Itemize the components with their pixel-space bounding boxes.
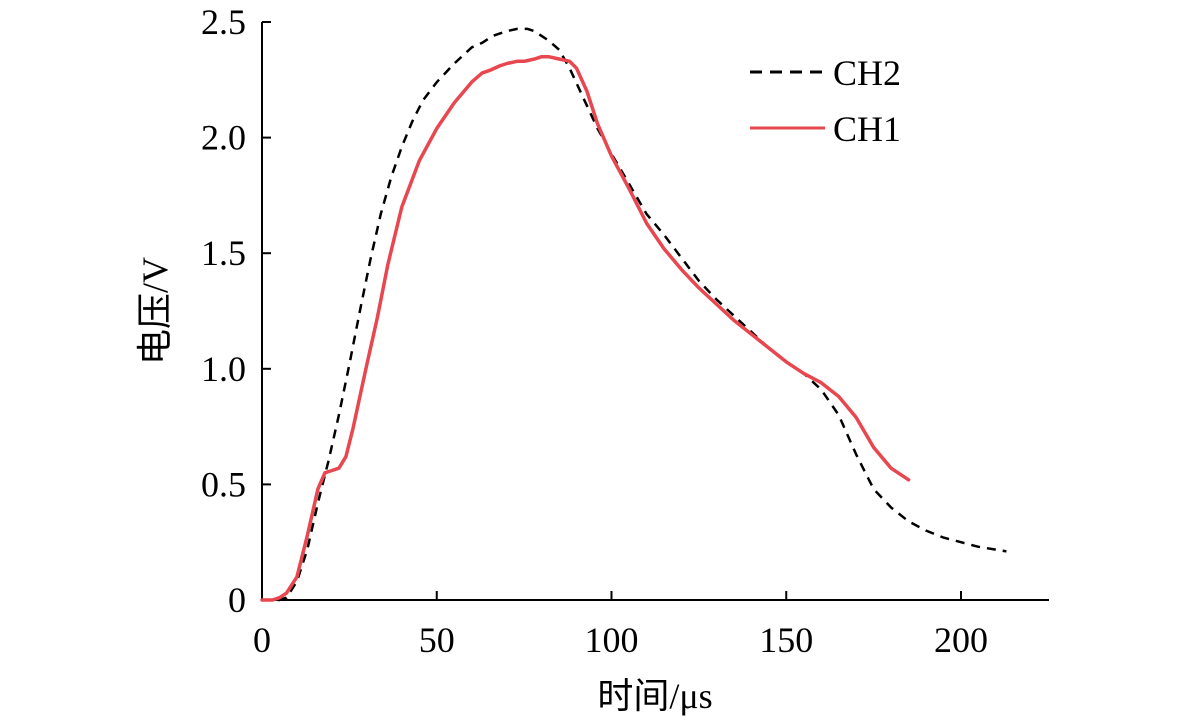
series-line-ch2 xyxy=(262,27,1007,602)
x-tick-label: 150 xyxy=(759,620,813,660)
legend-label-ch1: CH1 xyxy=(833,109,901,149)
x-axis-label: 时间/μs xyxy=(597,676,712,716)
series-line-ch1 xyxy=(260,54,911,602)
tick-label-group: 0 50 100 150 200 0 0.5 1.0 1.5 2.0 2.5 xyxy=(201,2,988,660)
y-tick-label: 0 xyxy=(228,580,246,620)
x-tick-label: 0 xyxy=(253,620,271,660)
y-tick-label: 1.0 xyxy=(201,349,246,389)
x-tick-label: 50 xyxy=(419,620,455,660)
series-layer xyxy=(260,27,1007,602)
y-axis-label: 电压/V xyxy=(135,257,175,365)
x-tick-label: 200 xyxy=(934,620,988,660)
legend: CH2 CH1 xyxy=(750,53,901,149)
y-tick-label: 0.5 xyxy=(201,464,246,504)
y-tick-label: 2.5 xyxy=(201,2,246,42)
y-tick-label: 1.5 xyxy=(201,233,246,273)
axes xyxy=(261,22,1049,601)
x-tick-label: 100 xyxy=(585,620,639,660)
y-tick-label: 2.0 xyxy=(201,118,246,158)
legend-label-ch2: CH2 xyxy=(833,53,901,93)
